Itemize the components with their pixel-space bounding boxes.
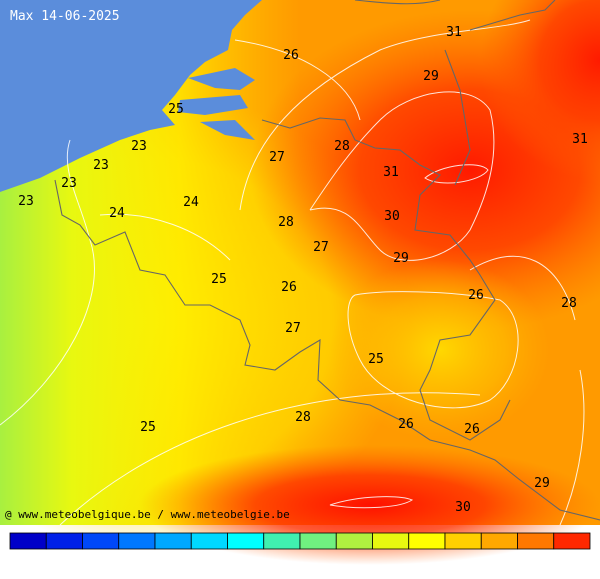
temperature-label: 27 — [269, 150, 285, 165]
temperature-label: 29 — [534, 476, 550, 491]
temperature-label: 25 — [140, 420, 156, 435]
temperature-label: 26 — [468, 288, 484, 303]
temperature-label: 23 — [93, 158, 109, 173]
scale-step — [372, 532, 410, 550]
scale-step — [553, 532, 591, 550]
temperature-label: 26 — [283, 48, 299, 63]
scale-step — [263, 532, 301, 550]
temperature-label: 31 — [572, 132, 588, 147]
credit: @ www.meteobelgique.be / www.meteobelgie… — [5, 508, 290, 521]
temperature-label: 29 — [393, 251, 409, 266]
temperature-label: 23 — [61, 176, 77, 191]
temperature-label: 26 — [281, 280, 297, 295]
scale-step — [45, 532, 83, 550]
borders — [54, 0, 600, 521]
temperature-label: 26 — [398, 417, 414, 432]
scale-step — [480, 532, 518, 550]
scale-step — [408, 532, 446, 550]
temperature-label: 28 — [295, 410, 311, 425]
temperature-label: 27 — [313, 240, 329, 255]
color-scale — [9, 532, 591, 550]
contours — [0, 19, 585, 526]
temperature-label: 31 — [383, 165, 399, 180]
temperature-label: 30 — [384, 209, 400, 224]
temperature-label: 26 — [464, 422, 480, 437]
temperature-label: 29 — [423, 69, 439, 84]
temperature-label: 23 — [18, 194, 34, 209]
scale-step — [118, 532, 156, 550]
estuary — [178, 68, 255, 140]
temperature-label: 25 — [168, 102, 184, 117]
temperature-label: 24 — [109, 206, 125, 221]
scale-step — [9, 532, 47, 550]
scale-step — [299, 532, 337, 550]
temperature-label: 25 — [368, 352, 384, 367]
temperature-label: 28 — [561, 296, 577, 311]
scale-step — [154, 532, 192, 550]
temperature-label: 27 — [285, 321, 301, 336]
temperature-label: 31 — [446, 25, 462, 40]
map-title: Max 14-06-2025 — [10, 9, 120, 24]
temperature-label: 25 — [211, 272, 227, 287]
temperature-label: 24 — [183, 195, 199, 210]
temperature-label: 30 — [455, 500, 471, 515]
temperature-label: 28 — [278, 215, 294, 230]
temperature-label: 23 — [131, 139, 147, 154]
scale-step — [517, 532, 555, 550]
scale-step — [82, 532, 120, 550]
scale-step — [335, 532, 373, 550]
scale-step — [227, 532, 265, 550]
sea — [0, 0, 262, 192]
scale-step — [444, 532, 482, 550]
scale-step — [190, 532, 228, 550]
temperature-label: 28 — [334, 139, 350, 154]
